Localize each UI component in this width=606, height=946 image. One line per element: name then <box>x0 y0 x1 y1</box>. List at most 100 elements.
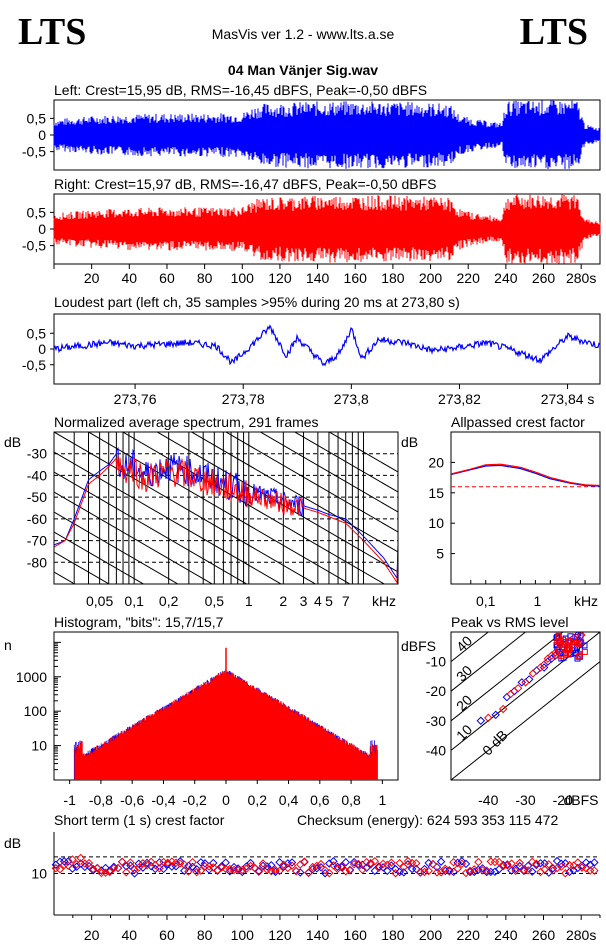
time-axis-label: 200 <box>419 270 443 286</box>
right-waveform-ytick-label: -0,5 <box>22 238 46 254</box>
left-waveform-title: Left: Crest=15,95 dB, RMS=-16,45 dBFS, P… <box>54 82 428 98</box>
spectrum-ytick-label: -80 <box>27 554 47 570</box>
peak-rms-point-right <box>576 652 583 659</box>
loudest-ytick-label: 0,5 <box>27 325 47 341</box>
histogram-title: Histogram, "bits": 15,7/15,7 <box>54 614 224 630</box>
short-crest-point-left <box>325 859 334 868</box>
right-waveform-ytick-label: 0,5 <box>27 204 47 220</box>
short-crest-point-left <box>64 857 73 866</box>
short-crest-point-right <box>552 863 562 873</box>
short-crest-point-right <box>453 864 462 873</box>
short-crest-point-right <box>561 869 570 878</box>
short-crest-point-right <box>192 867 201 877</box>
histogram-xtick-label: -0,4 <box>151 792 175 808</box>
short-crest-point-right <box>469 865 479 874</box>
peak-rms-diagonal <box>451 632 564 722</box>
peak-rms-point-right <box>554 638 561 645</box>
peak-rms-point-right <box>506 689 515 699</box>
short-crest-xtick-label: 240 <box>494 927 518 943</box>
time-axis-label: 20 <box>84 270 100 286</box>
peak-rms-point-right <box>521 678 530 687</box>
spectrum-diagonal <box>54 451 283 584</box>
short-crest-point-right <box>428 859 438 869</box>
peak-rms-point-right <box>575 653 582 660</box>
crest-ylabel: dB <box>401 434 418 450</box>
short-crest-point-right <box>258 859 268 868</box>
loudest-part-line <box>53 324 601 367</box>
histogram-bars-right <box>74 668 378 780</box>
peak-rms-point-right <box>560 636 567 643</box>
histogram-xtick-label: 0,6 <box>310 792 330 808</box>
short-crest-point-right <box>105 867 114 877</box>
short-crest-point-right <box>130 865 139 874</box>
short-crest-point-right <box>474 857 483 867</box>
spectrum-diagonal <box>54 471 248 584</box>
time-axis-label: 260 <box>532 270 556 286</box>
short-crest-point-left <box>221 858 230 867</box>
peak-rms-xtick-label: -30 <box>515 792 535 808</box>
short-crest-title: Short term (1 s) crest factor <box>54 812 225 828</box>
histogram-xtick-label: 0,8 <box>341 792 361 808</box>
spectrum-diagonal <box>225 432 398 533</box>
short-crest-point-right <box>316 859 326 869</box>
loudest-xtick-label: 273,82 <box>438 391 481 407</box>
short-crest-point-right <box>254 866 264 875</box>
peak-rms-xunit: dBFS <box>563 792 598 808</box>
spectrum-xtick-label: 0,05 <box>86 593 113 609</box>
short-crest-point-left <box>581 858 591 867</box>
peak-rms-xtick-label: -40 <box>478 792 498 808</box>
short-crest-point-right <box>403 856 413 866</box>
loudest-ytick-label: -0,5 <box>22 357 46 373</box>
short-crest-point-right <box>358 865 367 874</box>
short-crest-ylabel: dB <box>4 835 21 851</box>
short-crest-point-left <box>436 857 446 866</box>
spectrum-ytick-label: -40 <box>27 467 47 483</box>
spectrum-xunit: kHz <box>372 593 396 609</box>
short-crest-point-right <box>246 861 255 871</box>
time-axis-label: 240 <box>494 270 518 286</box>
short-crest-point-left <box>590 858 599 867</box>
peak-rms-diagonals <box>451 632 600 780</box>
spectrum-diagonal <box>121 432 386 584</box>
short-crest-point-right <box>544 860 554 869</box>
spectrum-diagonal <box>54 511 179 584</box>
peak-rms-point-right <box>565 651 572 658</box>
spectrum-ytick-label: -30 <box>27 446 47 462</box>
short-crest-point-left <box>254 867 264 876</box>
peak-rms-point-right <box>581 648 588 655</box>
short-crest-point-right <box>556 862 566 871</box>
spectrum-ytick-label: -60 <box>27 511 47 527</box>
right-waveform-ytick-label: 0 <box>38 221 46 237</box>
spectrum-title: Normalized average spectrum, 291 frames <box>54 414 319 430</box>
crest-series-right <box>450 463 601 487</box>
peak-rms-point-right <box>484 713 493 723</box>
right-waveform-signal <box>53 194 601 264</box>
time-axis-label: 280s <box>566 270 596 286</box>
short-crest-xtick-label: 160 <box>344 927 368 943</box>
spectrum-xtick-label: 7 <box>342 593 350 609</box>
short-crest-xtick-label: 180 <box>381 927 405 943</box>
histogram-xtick-label: -0,6 <box>120 792 144 808</box>
crest-title: Allpassed crest factor <box>451 414 585 430</box>
short-crest-point-right <box>465 866 475 876</box>
short-crest-point-right <box>366 858 375 868</box>
short-crest-point-right <box>76 853 85 863</box>
spectrum-ytick-label: -50 <box>27 489 47 505</box>
peak-rms-point-right <box>539 660 549 669</box>
histogram-xtick-label: 0,2 <box>248 792 268 808</box>
histogram-ytick-label: 10 <box>31 738 47 754</box>
short-crest-xtick-label: 200 <box>419 927 443 943</box>
spectrum-frame <box>53 431 399 585</box>
short-crest-point-right <box>238 865 247 875</box>
crest-frame <box>450 431 601 585</box>
time-axis-label: 180 <box>381 270 405 286</box>
short-crest-point-right <box>511 866 520 876</box>
peak-rms-diagonal-label: 10 <box>453 721 475 743</box>
short-crest-point-right <box>126 858 135 867</box>
short-crest-point-right <box>196 866 206 875</box>
short-crest-point-right <box>515 858 525 868</box>
peak-rms-diagonal <box>451 660 600 780</box>
loudest-xtick-label: 273,76 <box>114 391 157 407</box>
spectrum-xtick-label: 1 <box>245 593 253 609</box>
histogram-xtick-label: -0,2 <box>183 792 207 808</box>
